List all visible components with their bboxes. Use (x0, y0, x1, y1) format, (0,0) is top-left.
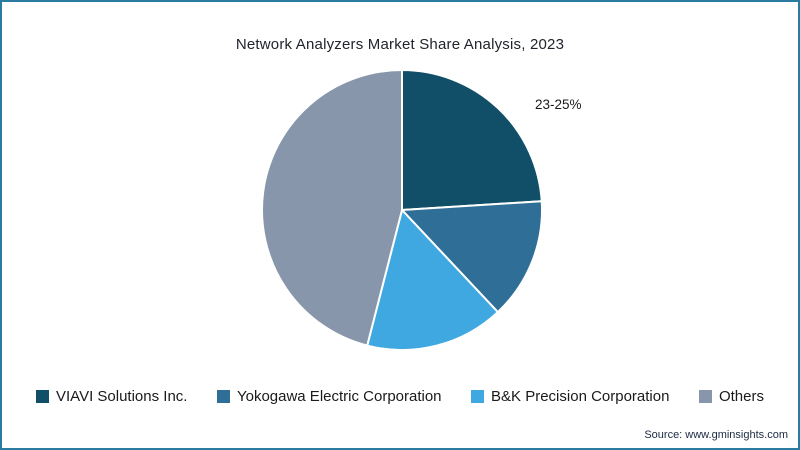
pie-slice (401, 68, 543, 212)
legend-label-others: Others (718, 388, 764, 405)
chart-legend: VIAVI Solutions Inc. Yokogawa Electric C… (2, 388, 798, 405)
legend-item-viavi: VIAVI Solutions Inc. (36, 388, 187, 405)
legend-item-bk-precision: B&K Precision Corporation (471, 388, 669, 405)
pie-chart (261, 68, 543, 351)
pie-slice (261, 68, 403, 347)
legend-item-yokogawa: Yokogawa Electric Corporation (216, 388, 442, 405)
source-attribution: Source: www.gminsights.com (644, 429, 788, 441)
legend-label-yokogawa: Yokogawa Electric Corporation (236, 388, 442, 405)
legend-swatch-yokogawa (216, 390, 230, 403)
pie-chart-area (252, 60, 552, 360)
legend-label-viavi: VIAVI Solutions Inc. (56, 388, 188, 405)
slice-annotation-viavi: 23-25% (535, 97, 582, 112)
legend-label-bk-precision: B&K Precision Corporation (491, 388, 670, 405)
pie-slice (365, 207, 500, 351)
legend-swatch-viavi (36, 390, 49, 403)
chart-title: Network Analyzers Market Share Analysis,… (235, 36, 565, 53)
legend-item-others: Others (698, 388, 764, 405)
legend-swatch-others (698, 390, 712, 403)
pie-slice (399, 200, 543, 314)
legend-swatch-bk-precision (471, 390, 485, 403)
